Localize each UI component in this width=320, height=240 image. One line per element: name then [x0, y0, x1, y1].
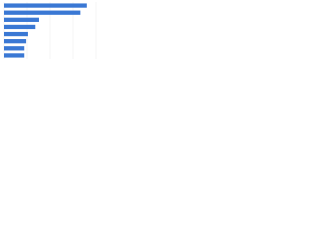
bar [4, 53, 25, 58]
chart [3, 2, 97, 59]
bar [4, 31, 28, 37]
bar [4, 39, 27, 44]
bar [4, 17, 39, 22]
bar [4, 10, 81, 15]
bar [4, 3, 87, 8]
bar [4, 46, 25, 51]
bar [4, 24, 36, 30]
page: {"chart_data": {"type": "hbar", "categor… [0, 0, 320, 71]
